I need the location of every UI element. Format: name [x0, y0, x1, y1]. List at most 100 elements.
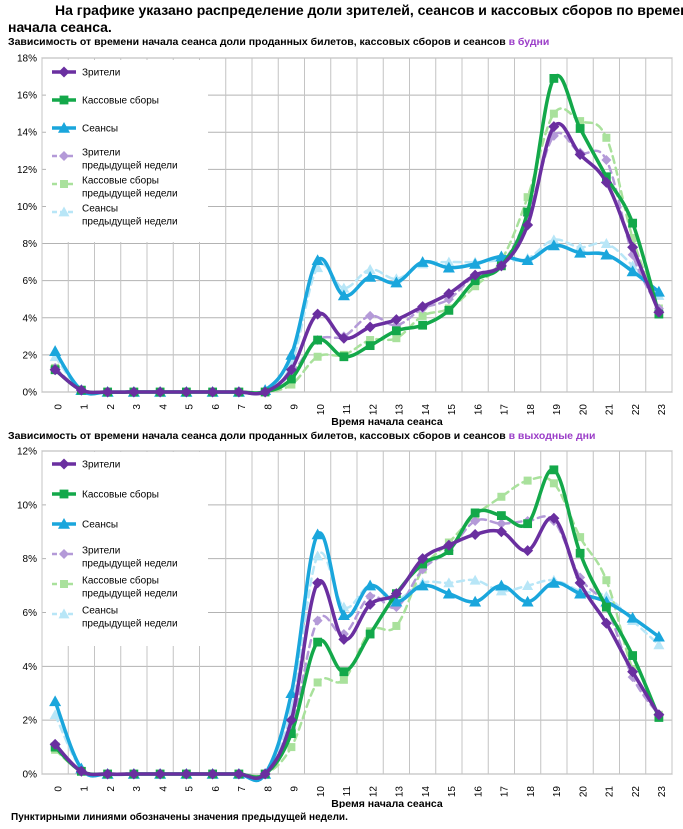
- weekday-xtick-label: 1: [80, 404, 91, 410]
- weekday-point-revenue: [575, 124, 585, 133]
- weekend-point-revenue: [601, 602, 611, 612]
- weekday-point-revenue: [391, 326, 401, 336]
- weekday-legend-label: Сеансы предыдущей недели: [82, 204, 178, 228]
- weekend-point-viewers: [207, 768, 219, 780]
- weekday-point-revenue-prev: [523, 193, 532, 202]
- weekday-point-revenue: [470, 276, 480, 286]
- weekday-point-revenue: [523, 207, 533, 217]
- weekend-point-viewers: [154, 768, 166, 780]
- weekday-point-revenue-prev: [471, 282, 480, 291]
- weekday-point-viewers: [233, 386, 245, 398]
- weekend-point-viewers: [627, 666, 639, 678]
- weekday-xtick-label: 14: [421, 404, 432, 416]
- weekday-point-revenue: [313, 335, 323, 345]
- weekday-point-sessions-prev: [574, 241, 586, 252]
- weekday-legend-marker: [58, 66, 70, 78]
- weekend-point-revenue-prev: [523, 476, 532, 485]
- weekday-ytick-label: 8%: [23, 239, 38, 250]
- weekday-point-viewers: [574, 148, 586, 160]
- weekend-point-sessions: [521, 595, 534, 607]
- header-line-1: На графике указано распределение доли зр…: [55, 2, 683, 18]
- weekday-legend-marker: [59, 95, 69, 105]
- weekday-point-viewers: [180, 386, 192, 398]
- weekend-xtick-label: 14: [421, 786, 432, 798]
- weekend-chart: 0%2%4%6%8%10%12%0 1 2 3 4 5 6 7 8 9 10 11 12 13 14 15 16…: [17, 447, 673, 808]
- weekday-xtick-label: 13: [395, 404, 406, 416]
- weekday-point-revenue: [286, 374, 296, 384]
- weekday-point-revenue: [601, 172, 611, 182]
- weekend-point-viewers: [128, 768, 140, 780]
- weekend-point-sessions: [311, 528, 324, 540]
- weekend-point-viewers: [180, 768, 192, 780]
- weekend-legend-label: Сеансы предыдущей недели: [82, 606, 178, 630]
- weekday-legend-label: Сеансы: [82, 124, 118, 135]
- weekend-point-viewers: [49, 738, 61, 750]
- weekend-xtick-label: 15: [447, 786, 458, 798]
- weekend-series-viewers: [49, 512, 665, 781]
- weekend-legend-marker: [60, 580, 68, 588]
- weekday-ytick-label: 6%: [23, 276, 38, 287]
- weekday-legend-box: [46, 60, 208, 242]
- weekend-point-viewers: [600, 617, 612, 629]
- weekend-xtick-label: 4: [158, 786, 169, 792]
- weekend-point-viewers: [417, 553, 429, 565]
- weekday-xtick-label: 21: [605, 404, 616, 416]
- weekday-legend-marker: [58, 206, 70, 217]
- weekday-point-revenue: [365, 341, 375, 351]
- weekend-xtick-label: 13: [395, 786, 406, 798]
- weekend-xtick-label: 11: [342, 786, 353, 797]
- weekend-point-revenue: [523, 519, 533, 529]
- weekend-point-revenue-prev: [576, 533, 585, 542]
- weekday-point-revenue-prev: [366, 336, 375, 345]
- weekend-legend-marker: [59, 489, 69, 499]
- weekday-xtick-label: 18: [526, 404, 537, 416]
- weekday-point-viewers: [75, 384, 87, 396]
- weekday-legend-marker: [60, 180, 68, 188]
- weekend-point-sessions-prev: [495, 585, 507, 596]
- weekday-xtick-label: 5: [185, 404, 196, 410]
- weekday-xtick-label: 22: [631, 404, 642, 416]
- weekday-point-viewers: [312, 308, 324, 320]
- weekend-point-viewers: [443, 539, 455, 551]
- weekend-point-revenue: [470, 508, 480, 518]
- weekend-point-sessions: [626, 611, 639, 623]
- weekend-point-revenue: [549, 465, 559, 475]
- weekday-xtick-label: 6: [211, 404, 222, 410]
- weekday-legend-label: Кассовые сборы предыдущей недели: [82, 175, 178, 200]
- weekend-xtick-label: 18: [526, 786, 537, 798]
- weekday-point-viewers-prev: [365, 310, 376, 321]
- weekday-point-viewers: [548, 121, 560, 133]
- weekday-point-sessions: [364, 270, 377, 282]
- weekend-point-sessions-prev: [312, 550, 324, 561]
- weekend-point-viewers: [390, 588, 402, 600]
- weekend-point-revenue: [575, 548, 585, 558]
- weekday-point-sessions: [311, 254, 324, 266]
- weekend-point-revenue-prev: [549, 479, 558, 488]
- weekend-legend-marker: [58, 608, 70, 619]
- weekend-ytick-label: 10%: [17, 500, 37, 511]
- weekend-point-viewers: [364, 598, 376, 610]
- weekend-xtick-label: 5: [185, 786, 196, 792]
- weekend-point-sessions-prev: [49, 709, 61, 720]
- weekend-xtick-label: 3: [132, 786, 143, 792]
- weekday-point-viewers: [600, 176, 612, 188]
- weekday-xtick-label: 12: [368, 404, 379, 416]
- weekend-ytick-label: 2%: [23, 716, 38, 727]
- weekday-xtick-label: 8: [263, 404, 274, 410]
- weekend-legend-label: Кассовые сборы: [82, 489, 159, 501]
- weekday-point-viewers: [102, 386, 114, 398]
- weekday-point-sessions: [495, 250, 508, 262]
- weekday-point-revenue-prev: [628, 233, 637, 242]
- weekend-xtick-label: 0: [53, 786, 64, 792]
- weekday-xtick-label: 3: [132, 404, 143, 410]
- weekday-point-viewers-prev: [601, 155, 612, 166]
- weekend-point-revenue-prev: [287, 743, 296, 752]
- weekday-point-viewers: [495, 260, 507, 272]
- weekday-point-viewers: [285, 364, 297, 376]
- weekday-point-sessions-prev: [338, 282, 350, 293]
- chart-title-weekdays: Зависимость от времени начала сеанса дол…: [8, 36, 549, 48]
- weekday-ytick-label: 12%: [17, 165, 37, 176]
- weekend-legend-marker: [58, 458, 70, 470]
- weekend-point-viewers-prev: [312, 615, 323, 626]
- weekend-point-sessions: [285, 687, 298, 699]
